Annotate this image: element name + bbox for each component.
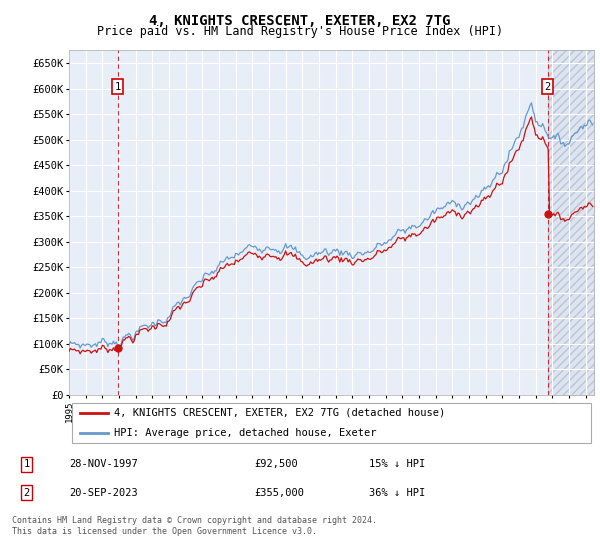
Text: 28-NOV-1997: 28-NOV-1997 xyxy=(70,459,139,469)
Text: 2: 2 xyxy=(23,488,29,498)
Text: 36% ↓ HPI: 36% ↓ HPI xyxy=(369,488,425,498)
Text: £92,500: £92,500 xyxy=(254,459,298,469)
Text: 4, KNIGHTS CRESCENT, EXETER, EX2 7TG (detached house): 4, KNIGHTS CRESCENT, EXETER, EX2 7TG (de… xyxy=(113,408,445,418)
Text: 2: 2 xyxy=(545,82,551,92)
Text: 1: 1 xyxy=(115,82,121,92)
FancyBboxPatch shape xyxy=(71,403,592,443)
Text: 15% ↓ HPI: 15% ↓ HPI xyxy=(369,459,425,469)
Text: Price paid vs. HM Land Registry's House Price Index (HPI): Price paid vs. HM Land Registry's House … xyxy=(97,25,503,38)
Text: HPI: Average price, detached house, Exeter: HPI: Average price, detached house, Exet… xyxy=(113,428,376,438)
Text: Contains HM Land Registry data © Crown copyright and database right 2024.
This d: Contains HM Land Registry data © Crown c… xyxy=(12,516,377,536)
Text: 4, KNIGHTS CRESCENT, EXETER, EX2 7TG: 4, KNIGHTS CRESCENT, EXETER, EX2 7TG xyxy=(149,14,451,28)
Text: 20-SEP-2023: 20-SEP-2023 xyxy=(70,488,139,498)
Text: £355,000: £355,000 xyxy=(254,488,304,498)
Text: 1: 1 xyxy=(23,459,29,469)
